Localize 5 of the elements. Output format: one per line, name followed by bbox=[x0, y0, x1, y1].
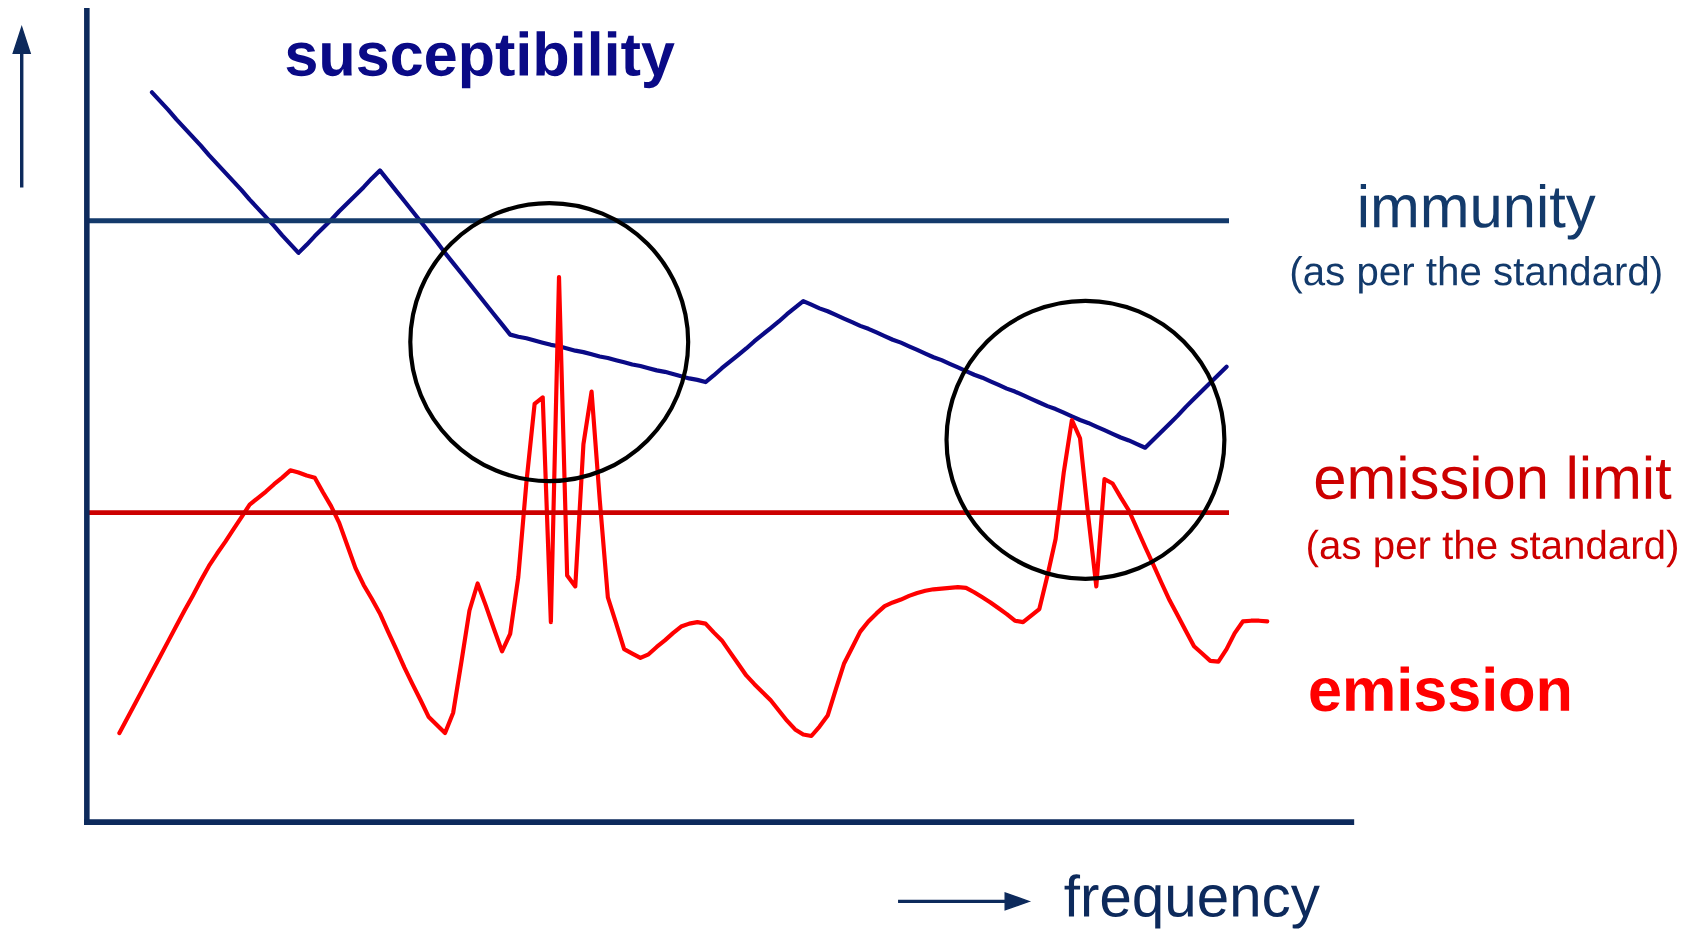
series-label: emission bbox=[1310, 666, 1570, 712]
x-axis-title: frequency bbox=[1064, 874, 1320, 929]
ref-line-label: emission limit (as per the standard) bbox=[1308, 455, 1677, 568]
series-label: susceptibility bbox=[286, 31, 675, 89]
ref-line-label: immunity (as per the standard) bbox=[1291, 183, 1661, 294]
